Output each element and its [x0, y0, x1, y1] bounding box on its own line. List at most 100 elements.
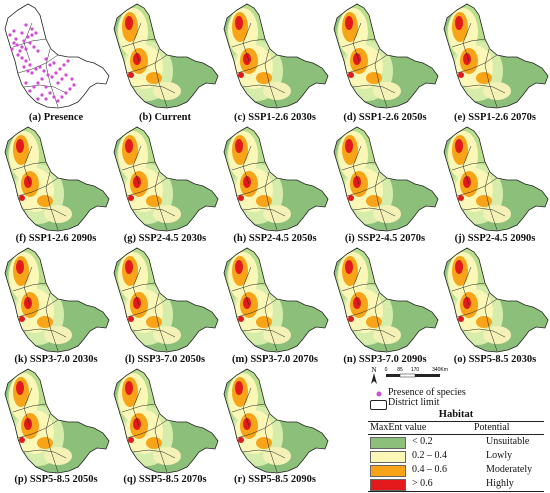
class-value: 0.2 – 0.4	[412, 450, 447, 461]
map-caption: (b) Current	[138, 112, 192, 123]
presence-point	[28, 63, 32, 67]
presence-point	[24, 81, 28, 85]
suitability-map	[224, 4, 328, 108]
map-caption: (j) SSP2-4.5 2090s	[454, 233, 536, 244]
presence-point	[56, 81, 60, 85]
presence-point	[70, 77, 74, 81]
map-caption: (a) Presence	[28, 112, 84, 123]
map-caption: (g) SSP2-4.5 2030s	[123, 233, 207, 244]
presence-point	[26, 69, 30, 73]
presence-point	[44, 57, 48, 61]
presence-point	[66, 59, 70, 63]
suitability-map	[114, 248, 218, 352]
map-caption: (r) SSP5-8.5 2090s	[234, 474, 316, 485]
class-swatch-moderately	[370, 465, 406, 477]
presence-map	[5, 4, 109, 108]
presence-point	[20, 56, 24, 60]
presence-point	[44, 85, 48, 89]
map-caption: (h) SSP2-4.5 2050s	[233, 233, 317, 244]
class-value: > 0.6	[412, 478, 433, 489]
map-caption: (f) SSP1-2.6 2090s	[15, 233, 97, 244]
presence-point	[54, 71, 58, 75]
map-caption: (d) SSP1-2.6 2050s	[343, 112, 427, 123]
presence-point	[20, 31, 24, 35]
suitability-map	[444, 248, 548, 352]
suitability-map	[224, 127, 328, 231]
legend-presence-label: Presence of species	[388, 387, 466, 398]
presence-point	[68, 87, 72, 91]
presence-point	[16, 53, 20, 57]
presence-point	[64, 91, 68, 95]
class-swatch-lowly	[370, 451, 406, 463]
class-swatch-unsuitable	[370, 437, 406, 449]
suitability-map	[444, 4, 548, 108]
class-swatch-highly	[370, 479, 406, 491]
presence-point	[28, 41, 32, 45]
presence-points	[8, 23, 76, 103]
map-caption: (e) SSP1-2.6 2070s	[454, 112, 536, 123]
legend-title: Habitat	[438, 409, 474, 420]
presence-point	[12, 41, 16, 45]
legend-col-potential: Potential	[474, 422, 510, 433]
legend: Presence of species District limit Habit…	[368, 362, 546, 492]
presence-point	[60, 77, 64, 81]
suitability-map	[334, 248, 438, 352]
map-caption: (q) SSP5-8.5 2070s	[123, 474, 207, 485]
presence-point	[14, 37, 18, 41]
scale-tick-0: 0	[385, 367, 388, 373]
map-caption: (o) SSP5-8.5 2030s	[453, 354, 537, 365]
map-caption: (k) SSP3-7.0 2030s	[14, 354, 98, 365]
presence-point	[72, 83, 76, 87]
presence-point	[40, 93, 44, 97]
presence-point	[30, 33, 34, 37]
map-caption: (c) SSP1-2.6 2030s	[234, 112, 316, 123]
presence-point	[48, 63, 52, 67]
presence-point	[12, 29, 16, 33]
presence-point	[40, 77, 44, 81]
suitability-map	[224, 369, 328, 473]
scale-tick-1: 85	[397, 367, 403, 373]
legend-col-value: MaxEnt value	[370, 422, 427, 433]
map-caption: (n) SSP3-7.0 2090s	[343, 354, 427, 365]
presence-point	[24, 23, 28, 27]
class-potential: Lowly	[486, 450, 513, 461]
presence-point	[32, 45, 36, 49]
presence-point	[34, 31, 38, 35]
north-arrow-letter: N	[371, 366, 376, 374]
presence-point	[60, 95, 64, 99]
class-value: 0.4 – 0.6	[412, 464, 447, 475]
presence-point	[20, 45, 24, 49]
legend-rule	[368, 491, 544, 492]
suitability-map	[114, 4, 218, 108]
presence-point	[22, 65, 26, 69]
presence-point	[24, 47, 28, 51]
map-caption: (m) SSP3-7.0 2070s	[231, 354, 319, 365]
presence-point	[52, 95, 56, 99]
presence-point	[8, 33, 12, 37]
presence-point	[15, 43, 19, 47]
presence-point	[30, 27, 34, 31]
presence-point	[36, 81, 40, 85]
presence-point	[32, 85, 36, 89]
suitability-map	[444, 127, 548, 231]
presence-point	[52, 61, 56, 65]
north-arrow-icon	[371, 373, 377, 384]
scale-segment	[415, 374, 440, 377]
suitability-map	[5, 369, 109, 473]
presence-point	[34, 67, 38, 71]
presence-marker-icon	[376, 391, 382, 397]
presence-point	[50, 75, 54, 79]
scale-tick-3: 340Km	[432, 367, 448, 373]
class-potential: Unsuitable	[486, 436, 530, 447]
suitability-map	[224, 248, 328, 352]
presence-point	[28, 89, 32, 93]
presence-point	[46, 73, 50, 77]
presence-point	[48, 91, 52, 95]
district-limit-swatch	[370, 400, 387, 410]
suitability-map	[334, 4, 438, 108]
presence-point	[56, 99, 60, 103]
presence-point	[26, 35, 30, 39]
suitability-map	[5, 248, 109, 352]
presence-point	[36, 97, 40, 101]
presence-point	[22, 39, 26, 43]
